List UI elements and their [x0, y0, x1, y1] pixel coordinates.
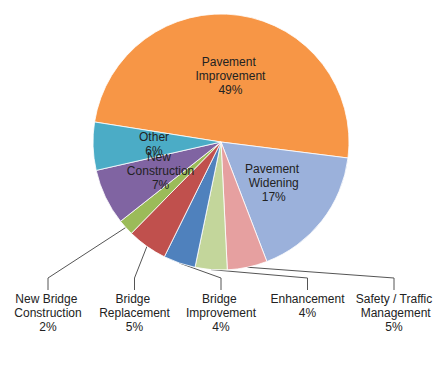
- svg-text:Management: Management: [357, 306, 431, 320]
- svg-text:Pavement: Pavement: [245, 162, 302, 176]
- svg-text:4%: 4%: [299, 306, 317, 320]
- svg-text:Other: Other: [139, 130, 169, 144]
- svg-text:49%: 49%: [218, 83, 242, 97]
- svg-text:Bridge: Bridge: [202, 292, 240, 306]
- svg-text:5%: 5%: [385, 320, 403, 334]
- svg-text:Pavement: Pavement: [202, 55, 259, 69]
- svg-text:New Bridge: New Bridge: [15, 292, 80, 306]
- svg-text:5%: 5%: [126, 320, 144, 334]
- svg-text:Improvement: Improvement: [195, 69, 266, 83]
- svg-text:17%: 17%: [262, 190, 286, 204]
- svg-text:4%: 4%: [212, 320, 230, 334]
- svg-text:7%: 7%: [152, 178, 170, 192]
- svg-text:Construction: Construction: [127, 164, 194, 178]
- svg-text:6%: 6%: [145, 144, 163, 158]
- svg-text:Replacement: Replacement: [99, 306, 170, 320]
- svg-text:Enhancement: Enhancement: [270, 292, 345, 306]
- svg-text:Safety / Traffic: Safety / Traffic: [356, 292, 432, 306]
- svg-text:2%: 2%: [39, 320, 57, 334]
- svg-text:Widening: Widening: [249, 176, 299, 190]
- svg-text:Construction: Construction: [14, 306, 81, 320]
- svg-text:Improvement: Improvement: [186, 306, 257, 320]
- svg-text:Bridge: Bridge: [115, 292, 153, 306]
